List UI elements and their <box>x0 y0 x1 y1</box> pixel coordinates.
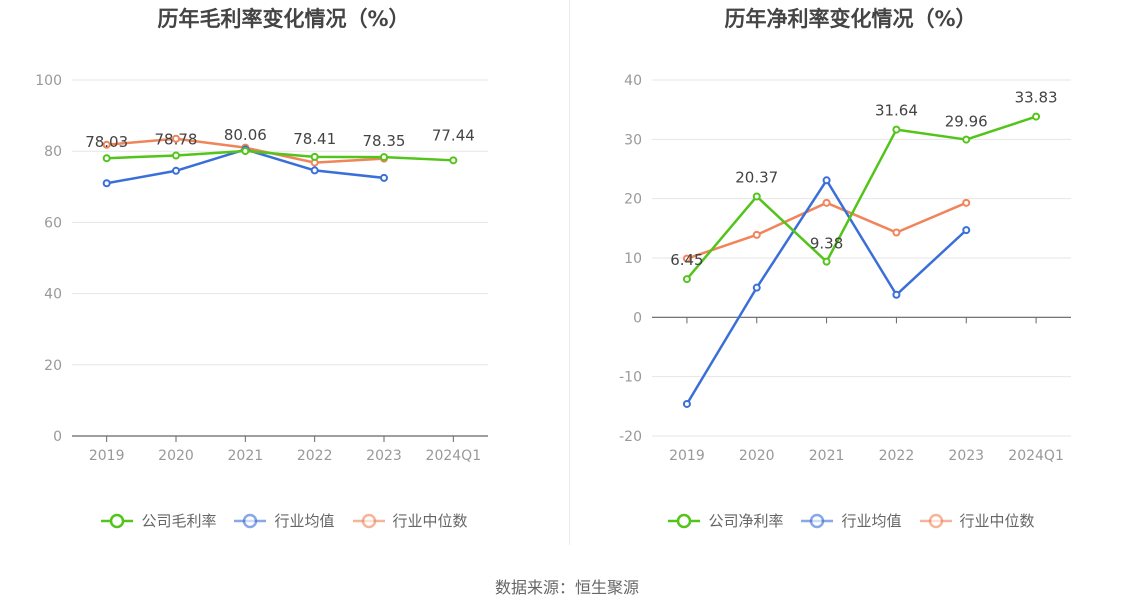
net-margin-line-chart: -20 -10 0 10 20 30 40 2019 2020 2021 2022 2023 2024Q… <box>619 73 1071 464</box>
legend-marker-icon <box>352 513 385 528</box>
data-point <box>449 156 458 165</box>
x-tick-label: 2022 <box>879 448 915 464</box>
legend-item[interactable]: 行业均值 <box>232 510 335 531</box>
y-tick-label: 20 <box>624 192 642 208</box>
data-label: 77.44 <box>432 126 475 144</box>
data-label: 33.83 <box>1015 89 1058 107</box>
x-tick-label: 2022 <box>297 448 333 464</box>
data-point <box>892 290 901 299</box>
data-point <box>102 140 111 149</box>
chart-legend: 公司净利率 行业均值 行业中位数 <box>567 510 1134 531</box>
data-label: 29.96 <box>945 113 988 131</box>
data-point <box>822 257 831 266</box>
y-tick-label: 30 <box>624 132 642 148</box>
data-point <box>682 399 691 408</box>
data-point <box>380 173 388 182</box>
data-point <box>310 152 319 161</box>
x-tick-label: 2020 <box>158 448 194 464</box>
data-label: 80.06 <box>224 126 267 144</box>
data-point <box>1032 112 1041 121</box>
y-tick-label: -10 <box>619 370 642 386</box>
data-point <box>962 135 971 144</box>
x-tick-label: 2019 <box>89 448 125 464</box>
x-tick-label: 2020 <box>739 448 775 464</box>
data-point <box>682 254 691 263</box>
x-tick-label: 2021 <box>809 448 845 464</box>
data-point <box>682 275 691 284</box>
legend-label: 行业均值 <box>274 512 335 530</box>
legend-item[interactable]: 行业均值 <box>799 510 902 531</box>
data-point <box>752 283 761 292</box>
y-tick-label: 40 <box>44 287 62 303</box>
legend-label: 行业中位数 <box>959 512 1035 530</box>
y-tick-label: 0 <box>53 429 62 445</box>
gross-margin-chart-panel: 历年毛利率变化情况（%） 0 20 40 60 80 100 2019 2020 2021 202… <box>0 0 567 560</box>
series-line <box>685 115 1037 280</box>
legend-label: 行业中位数 <box>392 512 468 530</box>
data-point <box>752 192 761 201</box>
data-point <box>310 166 319 175</box>
legend-item[interactable]: 行业中位数 <box>351 510 468 531</box>
legend-marker-icon <box>668 513 701 528</box>
legend-label: 公司毛利率 <box>141 512 217 530</box>
x-tick-label: 2024Q1 <box>1008 448 1064 464</box>
data-point <box>241 146 250 155</box>
data-point <box>102 179 111 188</box>
legend-label: 行业均值 <box>841 512 902 530</box>
series-line <box>106 149 454 162</box>
legend-marker-icon <box>234 513 267 528</box>
data-point <box>172 166 180 175</box>
gross-margin-line-chart: 0 20 40 60 80 100 2019 2020 2021 2022 2023 2024Q1 78… <box>35 73 488 464</box>
data-point <box>102 154 111 163</box>
legend-marker-icon <box>919 513 952 528</box>
data-label: 9.38 <box>810 235 843 253</box>
x-tick-label: 2023 <box>366 448 402 464</box>
x-tick-label: 2019 <box>669 448 705 464</box>
data-label: 31.64 <box>875 102 918 120</box>
data-point <box>752 230 761 239</box>
data-label: 78.03 <box>85 133 128 151</box>
series-line <box>685 179 968 405</box>
chart-legend: 公司毛利率 行业均值 行业中位数 <box>0 510 567 531</box>
y-tick-label: 0 <box>633 310 642 326</box>
data-label: 78.41 <box>293 130 336 148</box>
y-tick-label: -20 <box>619 429 642 445</box>
data-point <box>892 228 901 237</box>
legend-item[interactable]: 行业中位数 <box>918 510 1035 531</box>
chart-title: 历年毛利率变化情况（%） <box>157 7 410 31</box>
data-label: 78.35 <box>363 132 406 150</box>
legend-item[interactable]: 公司净利率 <box>666 510 783 531</box>
data-source-note: 数据来源：恒生聚源 <box>494 578 639 597</box>
x-tick-label: 2021 <box>228 448 264 464</box>
data-label: 6.45 <box>670 251 703 269</box>
data-point <box>172 134 180 143</box>
x-tick-label: 2024Q1 <box>426 448 482 464</box>
data-point <box>822 176 831 185</box>
data-point <box>822 198 831 207</box>
net-margin-chart-panel: 历年净利率变化情况（%） -20 -10 0 10 20 30 40 2019 2020 2021… <box>567 0 1134 560</box>
chart-title: 历年净利率变化情况（%） <box>724 7 977 31</box>
y-tick-label: 20 <box>44 358 62 374</box>
panel-divider <box>569 0 570 545</box>
legend-item[interactable]: 公司毛利率 <box>99 510 216 531</box>
data-point <box>380 153 388 162</box>
y-tick-label: 40 <box>624 73 642 89</box>
y-tick-label: 80 <box>44 144 62 160</box>
data-label: 20.37 <box>735 168 778 186</box>
data-point <box>172 151 180 160</box>
y-tick-label: 10 <box>624 251 642 267</box>
data-point <box>892 125 901 134</box>
legend-marker-icon <box>101 513 134 528</box>
y-tick-label: 100 <box>35 73 62 89</box>
data-point <box>962 198 971 207</box>
legend-marker-icon <box>801 513 834 528</box>
data-label: 78.78 <box>155 131 198 149</box>
x-tick-label: 2023 <box>948 448 984 464</box>
y-tick-label: 60 <box>44 215 62 231</box>
data-point <box>962 226 971 235</box>
legend-label: 公司净利率 <box>708 512 784 530</box>
